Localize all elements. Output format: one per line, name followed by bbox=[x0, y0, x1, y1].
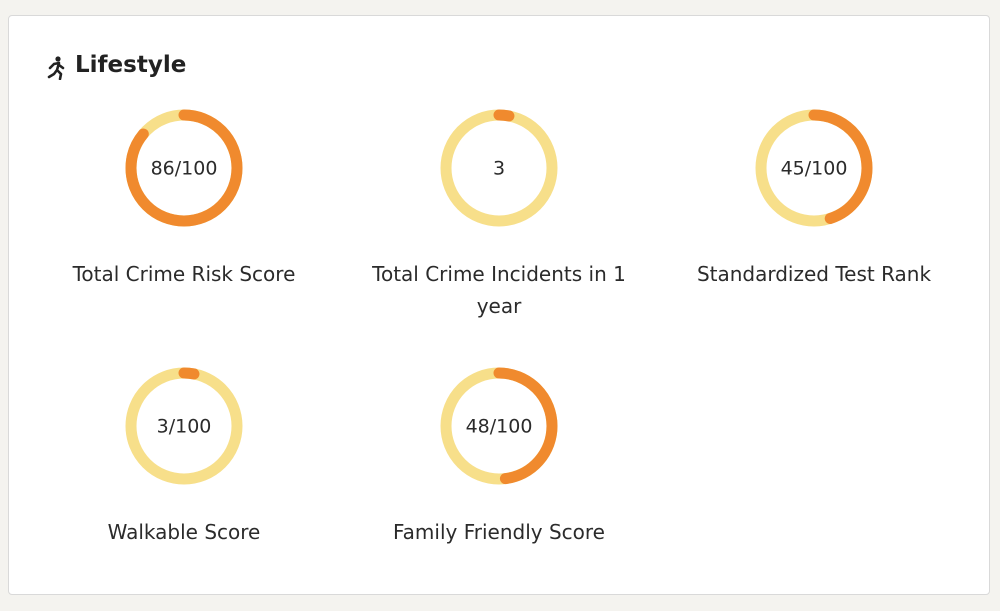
metric: 48/100 Family Friendly Score bbox=[349, 364, 649, 548]
gauge-arc bbox=[125, 109, 243, 227]
metric-label: Standardized Test Rank bbox=[696, 262, 932, 286]
lifestyle-card: Lifestyle 86/100 Total Crime Risk Score 3 T… bbox=[8, 15, 990, 595]
donut-gauge: 86/100 bbox=[125, 109, 243, 227]
metric: 45/100 Standardized Test Rank bbox=[664, 106, 964, 290]
metric: 86/100 Total Crime Risk Score bbox=[34, 106, 334, 290]
running-icon bbox=[47, 56, 65, 80]
metric-label: Walkable Score bbox=[107, 520, 261, 544]
metric-label: Family Friendly Score bbox=[393, 520, 605, 544]
gauge-arc bbox=[440, 109, 558, 227]
gauge-value: 86/100 bbox=[151, 158, 218, 180]
gauge-arc bbox=[440, 367, 558, 485]
gauge-arc bbox=[755, 109, 873, 227]
section-title: Lifestyle bbox=[75, 52, 187, 78]
metric: 3 Total Crime Incidents in 1 year bbox=[349, 106, 649, 322]
gauge-value: 48/100 bbox=[466, 416, 533, 438]
donut-gauge: 48/100 bbox=[440, 367, 558, 485]
donut-gauge: 3 bbox=[440, 109, 558, 227]
donut-gauge: 45/100 bbox=[755, 109, 873, 227]
gauge-value: 45/100 bbox=[781, 158, 848, 180]
metric-label: Total Crime Risk Score bbox=[72, 262, 296, 286]
metric-label: Total Crime Incidents in 1 year bbox=[372, 262, 626, 318]
gauge-value: 3 bbox=[493, 158, 505, 180]
donut-gauge: 3/100 bbox=[125, 367, 243, 485]
metric: 3/100 Walkable Score bbox=[34, 364, 334, 548]
gauge-arc bbox=[125, 367, 243, 485]
gauge-value: 3/100 bbox=[157, 416, 212, 438]
